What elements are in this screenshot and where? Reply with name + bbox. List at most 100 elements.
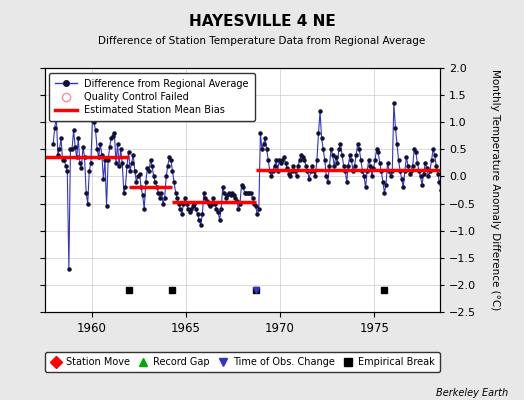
Point bbox=[313, 157, 321, 163]
Point bbox=[178, 211, 186, 218]
Point bbox=[278, 157, 287, 163]
Point bbox=[297, 152, 305, 158]
Point bbox=[193, 211, 202, 218]
Point bbox=[277, 160, 285, 166]
Point bbox=[435, 179, 443, 185]
Point bbox=[250, 200, 258, 207]
Point bbox=[412, 149, 420, 155]
Point bbox=[266, 168, 274, 174]
Point bbox=[413, 160, 422, 166]
Point bbox=[300, 157, 309, 163]
Point bbox=[280, 154, 288, 161]
Point bbox=[159, 200, 167, 207]
Point bbox=[357, 157, 365, 163]
Point bbox=[68, 146, 76, 152]
Point bbox=[285, 170, 293, 177]
Point bbox=[57, 135, 65, 142]
Point bbox=[138, 192, 147, 199]
Point bbox=[110, 130, 118, 136]
Point bbox=[289, 162, 298, 169]
Point bbox=[346, 152, 354, 158]
Point bbox=[75, 160, 84, 166]
Point bbox=[302, 162, 310, 169]
Point bbox=[311, 173, 320, 180]
Point bbox=[50, 124, 59, 131]
Point bbox=[395, 157, 403, 163]
Point bbox=[201, 195, 210, 201]
Point bbox=[71, 144, 79, 150]
Point bbox=[288, 168, 296, 174]
Point bbox=[377, 168, 386, 174]
Point bbox=[208, 200, 216, 207]
Point bbox=[384, 160, 392, 166]
Point bbox=[410, 146, 419, 152]
Point bbox=[64, 266, 73, 272]
Point bbox=[404, 162, 412, 169]
Legend: Station Move, Record Gap, Time of Obs. Change, Empirical Break: Station Move, Record Gap, Time of Obs. C… bbox=[45, 352, 440, 372]
Point bbox=[248, 195, 257, 201]
Point bbox=[393, 141, 401, 147]
Point bbox=[391, 124, 400, 131]
Point bbox=[242, 190, 250, 196]
Point bbox=[366, 162, 375, 169]
Point bbox=[219, 184, 227, 190]
Point bbox=[211, 200, 219, 207]
Point bbox=[222, 195, 230, 201]
Point bbox=[253, 211, 261, 218]
Point bbox=[355, 146, 364, 152]
Point bbox=[105, 144, 114, 150]
Point bbox=[156, 195, 164, 201]
Point bbox=[96, 141, 104, 147]
Point bbox=[388, 168, 397, 174]
Point bbox=[321, 157, 329, 163]
Point bbox=[152, 184, 161, 190]
Point bbox=[421, 160, 430, 166]
Point bbox=[255, 206, 263, 212]
Point bbox=[217, 206, 225, 212]
Point bbox=[310, 168, 318, 174]
Point bbox=[263, 146, 271, 152]
Point bbox=[318, 135, 326, 142]
Point bbox=[157, 190, 166, 196]
Point bbox=[341, 168, 350, 174]
Point bbox=[104, 157, 112, 163]
Point bbox=[52, 114, 60, 120]
Point bbox=[344, 162, 353, 169]
Point bbox=[343, 179, 351, 185]
Legend: Difference from Regional Average, Quality Control Failed, Estimated Station Mean: Difference from Regional Average, Qualit… bbox=[49, 73, 255, 121]
Point bbox=[112, 160, 120, 166]
Point bbox=[426, 168, 434, 174]
Point bbox=[154, 190, 162, 196]
Point bbox=[230, 192, 238, 199]
Point bbox=[137, 184, 145, 190]
Point bbox=[406, 170, 414, 177]
Point bbox=[327, 146, 335, 152]
Text: HAYESVILLE 4 NE: HAYESVILLE 4 NE bbox=[189, 14, 335, 29]
Point bbox=[314, 130, 323, 136]
Point bbox=[163, 162, 172, 169]
Point bbox=[441, 168, 450, 174]
Point bbox=[431, 152, 439, 158]
Point bbox=[97, 152, 106, 158]
Point bbox=[116, 146, 125, 152]
Point bbox=[170, 179, 178, 185]
Point bbox=[258, 146, 266, 152]
Point bbox=[121, 184, 129, 190]
Point bbox=[149, 173, 158, 180]
Point bbox=[401, 168, 409, 174]
Point bbox=[209, 195, 217, 201]
Point bbox=[124, 149, 133, 155]
Point bbox=[387, 173, 395, 180]
Point bbox=[319, 146, 328, 152]
Point bbox=[396, 168, 405, 174]
Point bbox=[443, 176, 451, 182]
Point bbox=[420, 170, 428, 177]
Point bbox=[141, 179, 150, 185]
Point bbox=[379, 179, 387, 185]
Point bbox=[423, 165, 431, 172]
Point bbox=[332, 154, 340, 161]
Point bbox=[369, 165, 378, 172]
Point bbox=[174, 200, 183, 207]
Point bbox=[267, 173, 276, 180]
Point bbox=[409, 162, 417, 169]
